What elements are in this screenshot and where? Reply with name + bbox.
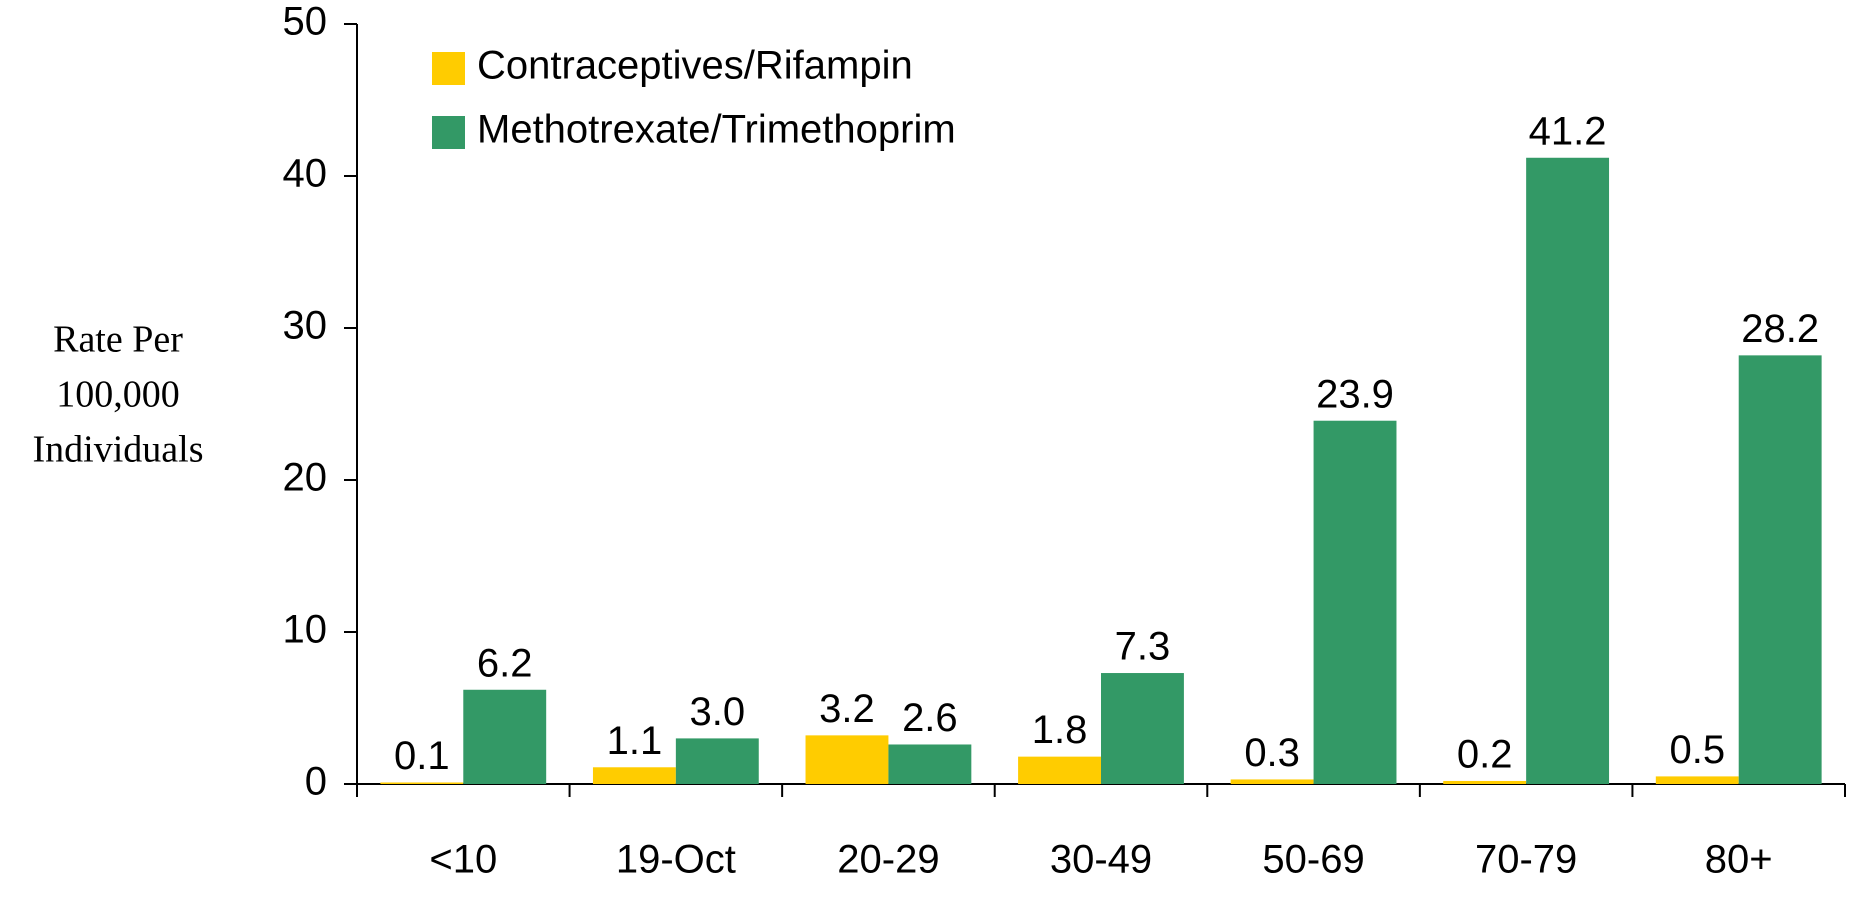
- bar: [463, 689, 547, 784]
- x-tick-label: <10: [429, 838, 497, 882]
- y-axis-label: 100,000: [56, 374, 180, 416]
- value-label: 23.9: [1316, 372, 1394, 416]
- value-label: 0.3: [1244, 731, 1300, 775]
- legend-swatch: [432, 116, 465, 149]
- bar: [1526, 157, 1610, 784]
- y-tick-label: 30: [283, 304, 328, 348]
- legend-label: Contraceptives/Rifampin: [477, 44, 913, 88]
- y-tick-label: 50: [283, 0, 328, 44]
- x-tick-label: 19-Oct: [616, 838, 736, 882]
- bar: [1230, 779, 1314, 784]
- bar: [1101, 673, 1184, 784]
- bar: [592, 767, 676, 784]
- bar: [1443, 780, 1527, 784]
- y-axis-label: Rate Per: [53, 319, 183, 361]
- value-label: 0.5: [1669, 728, 1725, 772]
- value-label: 7.3: [1115, 625, 1171, 669]
- x-tick-label: 20-29: [837, 838, 939, 882]
- y-tick-label: 20: [283, 456, 328, 500]
- bar: [888, 744, 972, 784]
- value-label: 2.6: [902, 696, 958, 740]
- bar: [675, 738, 759, 784]
- value-label: 28.2: [1741, 307, 1819, 351]
- bar: [380, 782, 464, 784]
- x-tick-label: 80+: [1705, 838, 1773, 882]
- x-tick-label: 50-69: [1262, 838, 1364, 882]
- y-tick-label: 40: [283, 152, 328, 196]
- bar: [1018, 756, 1101, 784]
- bar: [1313, 420, 1397, 784]
- value-label: 6.2: [477, 641, 533, 685]
- value-label: 0.2: [1457, 733, 1513, 777]
- bar: [1738, 355, 1822, 784]
- value-label: 3.2: [819, 687, 875, 731]
- x-tick-label: 70-79: [1475, 838, 1577, 882]
- legend-label: Methotrexate/Trimethoprim: [477, 108, 956, 152]
- value-label: 1.1: [607, 719, 663, 763]
- value-label: 1.8: [1032, 708, 1088, 752]
- value-label: 41.2: [1529, 109, 1607, 153]
- bar: [1655, 776, 1739, 784]
- y-tick-label: 10: [283, 608, 328, 652]
- y-axis-label: Individuals: [33, 429, 204, 471]
- legend-swatch: [432, 52, 465, 85]
- value-label: 0.1: [394, 734, 450, 778]
- bar: [805, 735, 889, 784]
- y-tick-label: 0: [305, 760, 327, 804]
- x-tick-label: 30-49: [1050, 838, 1152, 882]
- value-label: 3.0: [690, 690, 746, 734]
